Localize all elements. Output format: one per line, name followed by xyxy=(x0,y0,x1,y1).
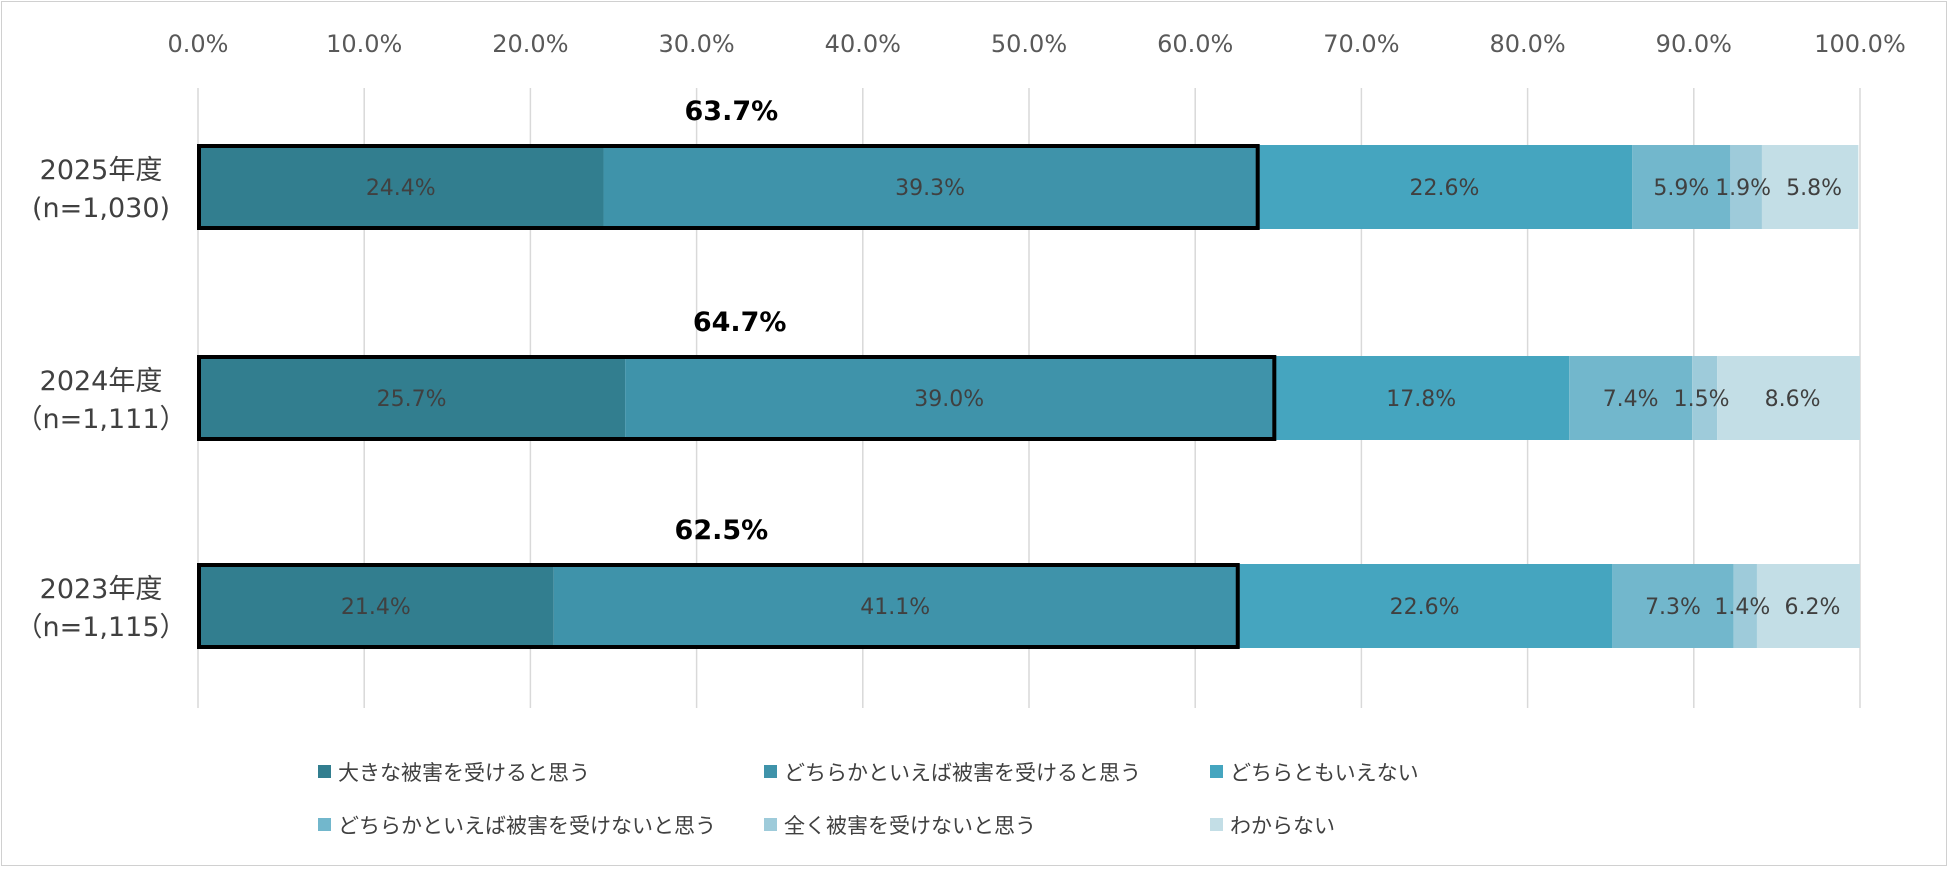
data-label: 22.6% xyxy=(1410,176,1480,201)
bar-segment xyxy=(1569,356,1693,440)
legend-swatch xyxy=(1210,765,1223,778)
bar-segment xyxy=(553,564,1237,648)
data-label: 22.6% xyxy=(1390,595,1460,620)
bar-segment xyxy=(1632,145,1731,229)
legend-label: わからない xyxy=(1230,814,1335,838)
x-tick-label: 70.0% xyxy=(1323,30,1399,58)
x-tick-label: 40.0% xyxy=(825,30,901,58)
category-labels: 2025年度 (n=1,030) 2024年度 （n=1,111） 2023年度 （n=1… xyxy=(15,155,186,643)
x-tick-label: 20.0% xyxy=(492,30,568,58)
x-tick-label: 50.0% xyxy=(991,30,1067,58)
data-label: 41.1% xyxy=(860,595,930,620)
data-label: 5.8% xyxy=(1786,176,1842,201)
bar-segment xyxy=(1256,145,1633,229)
highlight-total-label: 62.5% xyxy=(675,515,769,546)
legend-label: 大きな被害を受けると思う xyxy=(338,761,590,785)
data-label: 39.3% xyxy=(895,176,965,201)
x-tick-label: 10.0% xyxy=(326,30,402,58)
x-tick-label: 30.0% xyxy=(658,30,734,58)
legend-swatch xyxy=(318,765,331,778)
bars: 24.4% 39.3% 22.6% 5.9% 1.9% 5.8% 63.7% 25.7% 39.… xyxy=(197,96,1860,649)
x-tick-label: 100.0% xyxy=(1814,30,1906,58)
highlight-total-label: 63.7% xyxy=(685,96,779,127)
highlight-box xyxy=(197,355,1277,441)
bar-segment xyxy=(1717,356,1860,440)
x-axis-ticks: 0.0% 10.0% 20.0% 30.0% 40.0% 50.0% 60.0% 70.0% 8… xyxy=(168,30,1906,58)
bar-segment xyxy=(198,564,554,648)
category-label: 2023年度 xyxy=(40,574,163,605)
bar-segment xyxy=(198,145,604,229)
data-label: 6.2% xyxy=(1785,595,1841,620)
data-label: 7.4% xyxy=(1603,387,1659,412)
highlight-box xyxy=(197,144,1260,230)
legend-swatch xyxy=(1210,818,1223,831)
bar-segment xyxy=(1273,356,1570,440)
data-label: 39.0% xyxy=(914,387,984,412)
data-label: 7.3% xyxy=(1645,595,1701,620)
data-label: 1.9% xyxy=(1715,176,1771,201)
highlight-box xyxy=(197,563,1240,649)
category-label: 2025年度 xyxy=(40,155,163,186)
data-label: 17.8% xyxy=(1386,387,1456,412)
bar-segment xyxy=(1733,564,1757,648)
legend-swatch xyxy=(764,765,777,778)
legend-swatch xyxy=(764,818,777,831)
data-label: 24.4% xyxy=(366,176,436,201)
category-sublabel: （n=1,115） xyxy=(15,612,186,643)
bar-segment xyxy=(1692,356,1718,440)
x-tick-label: 60.0% xyxy=(1157,30,1233,58)
legend-label: どちらかといえば被害を受けると思う xyxy=(784,761,1141,785)
legend-label: 全く被害を受けないと思う xyxy=(784,814,1036,838)
bar-segment xyxy=(1612,564,1734,648)
bar-segment xyxy=(1730,145,1762,229)
bar-segment xyxy=(1236,564,1613,648)
bar-segment xyxy=(1761,145,1859,229)
legend-label: どちらともいえない xyxy=(1230,761,1419,785)
category-sublabel: (n=1,030) xyxy=(32,193,170,224)
x-tick-label: 80.0% xyxy=(1489,30,1565,58)
legend-swatch xyxy=(318,818,331,831)
bar-segment xyxy=(603,145,1257,229)
category-sublabel: （n=1,111） xyxy=(15,404,186,435)
data-label: 25.7% xyxy=(377,387,447,412)
data-label: 21.4% xyxy=(341,595,411,620)
bar-segment xyxy=(625,356,1274,440)
category-label: 2024年度 xyxy=(40,366,163,397)
data-label: 1.4% xyxy=(1714,595,1770,620)
x-tick-label: 0.0% xyxy=(168,30,229,58)
data-label: 1.5% xyxy=(1674,387,1730,412)
bar-segment xyxy=(1756,564,1860,648)
bar-segment xyxy=(198,356,626,440)
x-tick-label: 90.0% xyxy=(1656,30,1732,58)
highlight-total-label: 64.7% xyxy=(693,307,787,338)
data-label: 5.9% xyxy=(1653,176,1709,201)
data-label: 8.6% xyxy=(1765,387,1821,412)
legend: 大きな被害を受けると思う どちらかといえば被害を受けると思う どちらともいえないどち… xyxy=(318,761,1419,838)
legend-label: どちらかといえば被害を受けないと思う xyxy=(338,814,716,838)
